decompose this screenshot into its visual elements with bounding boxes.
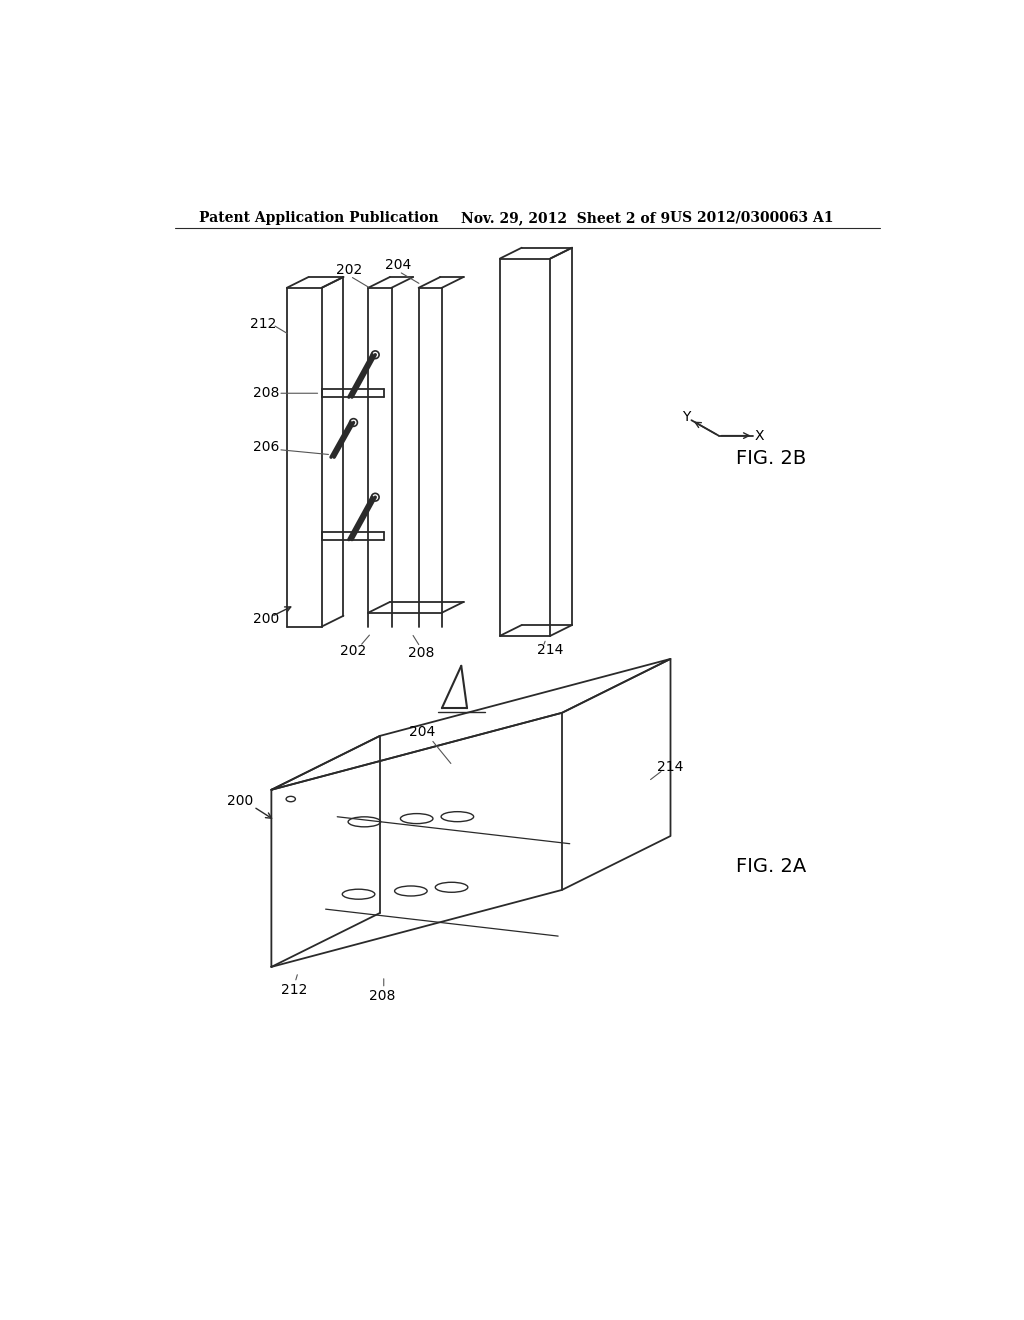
Text: 202: 202 (340, 644, 366, 659)
Text: 214: 214 (538, 643, 563, 656)
Text: US 2012/0300063 A1: US 2012/0300063 A1 (671, 211, 834, 224)
Text: 206: 206 (253, 440, 280, 454)
Text: 200: 200 (253, 612, 280, 626)
Text: X: X (754, 429, 764, 442)
Text: 212: 212 (251, 317, 276, 331)
Text: 204: 204 (410, 725, 435, 739)
Text: 204: 204 (385, 257, 411, 272)
Text: FIG. 2B: FIG. 2B (736, 449, 806, 469)
Text: 208: 208 (369, 989, 395, 1003)
Text: 202: 202 (336, 263, 362, 277)
Text: 212: 212 (282, 983, 308, 997)
Text: 200: 200 (227, 795, 254, 808)
Text: 208: 208 (408, 645, 434, 660)
Text: FIG. 2A: FIG. 2A (736, 857, 806, 876)
Text: Patent Application Publication: Patent Application Publication (200, 211, 439, 224)
Text: 214: 214 (657, 760, 684, 774)
Text: 208: 208 (253, 387, 280, 400)
Text: Nov. 29, 2012  Sheet 2 of 9: Nov. 29, 2012 Sheet 2 of 9 (461, 211, 671, 224)
Text: Y: Y (682, 411, 690, 424)
